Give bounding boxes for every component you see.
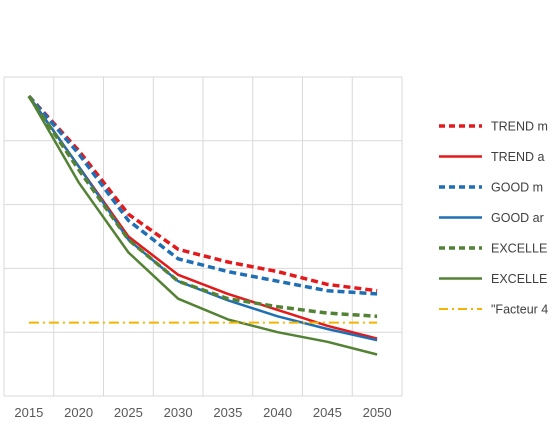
x-tick-label: 2040	[263, 405, 292, 420]
series-lines	[27, 94, 378, 356]
plot-grid	[3, 76, 403, 397]
x-tick-label: 2020	[64, 405, 93, 420]
series-line-3	[27, 94, 378, 296]
legend-label: TREND m	[491, 120, 548, 134]
legend-label: EXCELLE	[491, 242, 547, 256]
legend-label: "Facteur 4	[491, 303, 548, 317]
x-axis-tick-labels: 2015 2020 2025 2030 2035 2040 2045 2050	[14, 405, 391, 420]
x-tick-label: 2025	[114, 405, 143, 420]
legend-label: GOOD m	[491, 181, 543, 195]
x-tick-label: 2035	[213, 405, 242, 420]
x-tick-label: 2050	[363, 405, 392, 420]
x-tick-label: 2045	[313, 405, 342, 420]
x-tick-label: 2030	[164, 405, 193, 420]
legend-label: GOOD ar	[491, 211, 544, 225]
series-line-5	[27, 95, 378, 319]
legend-label: TREND a	[491, 150, 545, 164]
legend-label: EXCELLE	[491, 272, 547, 286]
series-line-6	[27, 95, 378, 356]
x-tick-label: 2015	[14, 405, 43, 420]
legend: TREND m TREND a GOOD m GOOD ar EXCELLE EXCELL…	[439, 120, 548, 317]
